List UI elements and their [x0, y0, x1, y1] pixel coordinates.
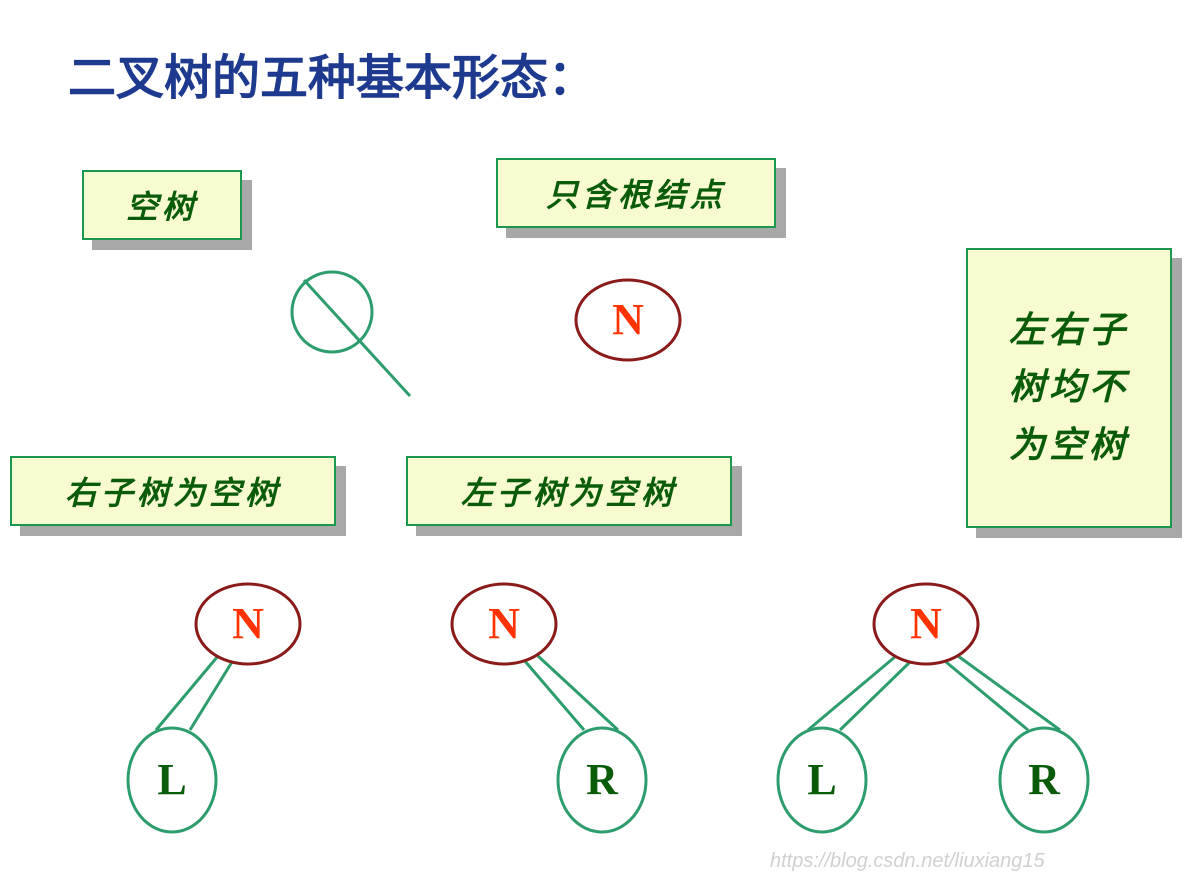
label-text: 只含根结点	[546, 170, 726, 216]
node-letter-root_only_N: N	[598, 290, 658, 350]
label-box-root_only: 只含根结点	[496, 158, 776, 228]
label-text: 空树	[126, 182, 198, 228]
node-letter-tree2_R: R	[572, 750, 632, 810]
label-text: 左子树为空树	[461, 468, 677, 514]
node-letter-tree1_N: N	[218, 594, 278, 654]
label-box-right_empty: 右子树为空树	[10, 456, 336, 526]
label-line: 树均不	[1009, 359, 1129, 417]
node-letter-tree3_L: L	[792, 750, 852, 810]
label-text: 右子树为空树	[65, 468, 281, 514]
node-letter-tree3_R: R	[1014, 750, 1074, 810]
node-letter-tree1_L: L	[142, 750, 202, 810]
label-line: 左右子	[1009, 302, 1129, 360]
node-letter-tree2_N: N	[474, 594, 534, 654]
label-box-left_empty: 左子树为空树	[406, 456, 732, 526]
label-line: 为空树	[1009, 417, 1129, 475]
node-letter-tree3_N: N	[896, 594, 956, 654]
label-box-empty: 空树	[82, 170, 242, 240]
label-box-both: 左右子树均不为空树	[966, 248, 1172, 528]
watermark: https://blog.csdn.net/liuxiang15	[770, 850, 1045, 873]
